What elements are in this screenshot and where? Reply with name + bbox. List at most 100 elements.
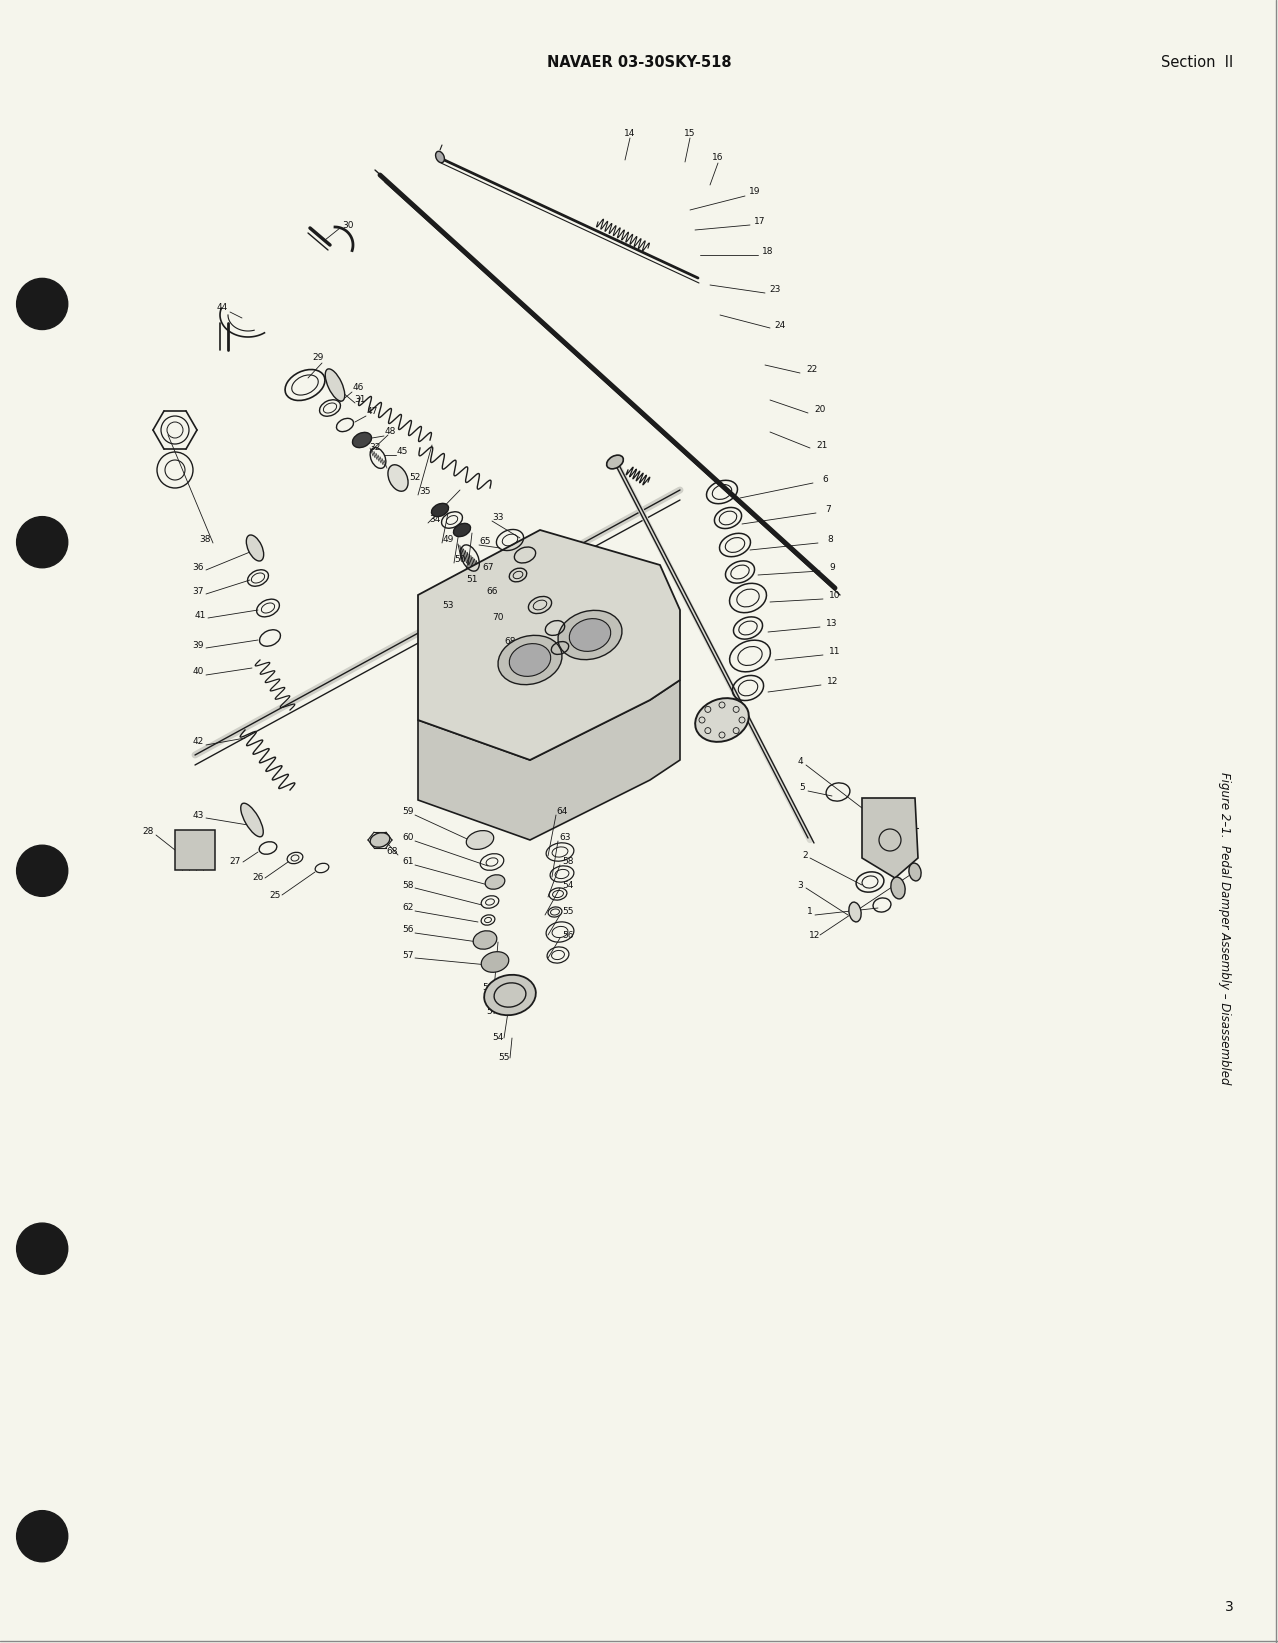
Text: 20: 20 — [814, 406, 826, 414]
Text: 45: 45 — [396, 447, 408, 457]
Polygon shape — [418, 680, 680, 840]
Text: 32: 32 — [369, 444, 381, 452]
Text: 23: 23 — [769, 286, 781, 294]
Polygon shape — [175, 830, 215, 871]
Ellipse shape — [240, 803, 263, 836]
Text: 65: 65 — [479, 537, 491, 547]
Text: 3: 3 — [797, 881, 803, 889]
Text: 15: 15 — [684, 128, 695, 138]
Text: 42: 42 — [193, 738, 203, 746]
Text: 56: 56 — [403, 925, 414, 935]
Text: 66: 66 — [486, 588, 497, 596]
Text: 51: 51 — [466, 575, 478, 585]
Text: 41: 41 — [194, 611, 206, 621]
Text: 36: 36 — [192, 564, 203, 572]
Circle shape — [17, 516, 68, 568]
Text: 62: 62 — [403, 904, 414, 912]
Text: 58: 58 — [562, 858, 574, 866]
Text: 13: 13 — [827, 619, 838, 629]
Text: 24: 24 — [774, 320, 786, 330]
Text: 68: 68 — [386, 848, 397, 856]
Text: 33: 33 — [492, 514, 504, 522]
Text: 57: 57 — [403, 951, 414, 960]
Text: 19: 19 — [749, 187, 760, 197]
Text: 25: 25 — [270, 891, 281, 899]
Ellipse shape — [607, 455, 624, 468]
Text: 53: 53 — [442, 600, 454, 610]
Text: 35: 35 — [419, 488, 431, 496]
Text: 69: 69 — [512, 660, 524, 669]
Ellipse shape — [353, 432, 372, 447]
Text: 50: 50 — [454, 555, 465, 565]
Text: 9: 9 — [829, 564, 835, 572]
Text: 5: 5 — [799, 784, 805, 792]
Text: 43: 43 — [192, 810, 203, 820]
Text: Figure 2–1.  Pedal Damper Assembly – Disassembled: Figure 2–1. Pedal Damper Assembly – Disa… — [1218, 772, 1231, 1084]
Text: 48: 48 — [385, 427, 396, 437]
Text: 3: 3 — [1224, 1600, 1233, 1613]
Text: 70: 70 — [492, 613, 504, 623]
Ellipse shape — [569, 619, 611, 651]
Text: 30: 30 — [343, 220, 354, 230]
Text: 16: 16 — [712, 153, 723, 163]
Ellipse shape — [454, 524, 470, 537]
Text: 8: 8 — [827, 536, 833, 544]
Text: 54: 54 — [492, 1033, 504, 1043]
Text: 55: 55 — [498, 1053, 510, 1063]
Text: 49: 49 — [442, 536, 454, 544]
Ellipse shape — [849, 902, 861, 922]
Ellipse shape — [498, 636, 562, 685]
Text: 56: 56 — [562, 930, 574, 940]
Text: 4: 4 — [797, 757, 803, 767]
Text: 57: 57 — [486, 1007, 497, 1017]
Text: 63: 63 — [560, 833, 571, 843]
Text: 64: 64 — [556, 807, 567, 817]
Ellipse shape — [891, 877, 905, 899]
Ellipse shape — [558, 610, 622, 659]
Ellipse shape — [371, 833, 390, 848]
Text: 6: 6 — [822, 475, 828, 485]
Circle shape — [17, 278, 68, 330]
Ellipse shape — [432, 503, 449, 516]
Ellipse shape — [466, 831, 493, 849]
Text: 22: 22 — [806, 365, 818, 375]
Ellipse shape — [436, 151, 445, 163]
Text: 40: 40 — [192, 667, 203, 677]
Ellipse shape — [484, 974, 535, 1015]
Ellipse shape — [695, 698, 749, 743]
Text: 52: 52 — [409, 473, 420, 483]
Text: 59: 59 — [403, 807, 414, 817]
Ellipse shape — [510, 644, 551, 677]
Circle shape — [17, 1510, 68, 1562]
Polygon shape — [418, 531, 680, 761]
Text: 17: 17 — [754, 217, 766, 227]
Ellipse shape — [486, 874, 505, 889]
Text: 28: 28 — [142, 828, 153, 836]
Circle shape — [17, 845, 68, 897]
Text: 10: 10 — [829, 591, 841, 600]
Text: 2: 2 — [803, 851, 808, 859]
Text: 1: 1 — [808, 907, 813, 917]
Text: 12: 12 — [809, 930, 820, 940]
Polygon shape — [861, 798, 918, 877]
Circle shape — [17, 1222, 68, 1275]
Text: 18: 18 — [762, 248, 773, 256]
Text: 60: 60 — [403, 833, 414, 843]
Text: 11: 11 — [829, 647, 841, 657]
Ellipse shape — [326, 370, 345, 401]
Text: 27: 27 — [229, 858, 240, 866]
Text: 61: 61 — [403, 858, 414, 866]
Text: 31: 31 — [354, 396, 366, 404]
Text: 55: 55 — [562, 907, 574, 917]
Text: 12: 12 — [827, 677, 838, 687]
Text: 56: 56 — [482, 984, 493, 992]
Ellipse shape — [909, 863, 921, 881]
Text: 44: 44 — [216, 304, 227, 312]
Text: 46: 46 — [353, 383, 364, 393]
Ellipse shape — [247, 536, 263, 560]
Text: 7: 7 — [826, 506, 831, 514]
Text: 29: 29 — [312, 353, 323, 363]
Ellipse shape — [389, 465, 408, 491]
Text: NAVAER 03-30SKY-518: NAVAER 03-30SKY-518 — [547, 54, 731, 71]
Text: 26: 26 — [252, 874, 263, 882]
